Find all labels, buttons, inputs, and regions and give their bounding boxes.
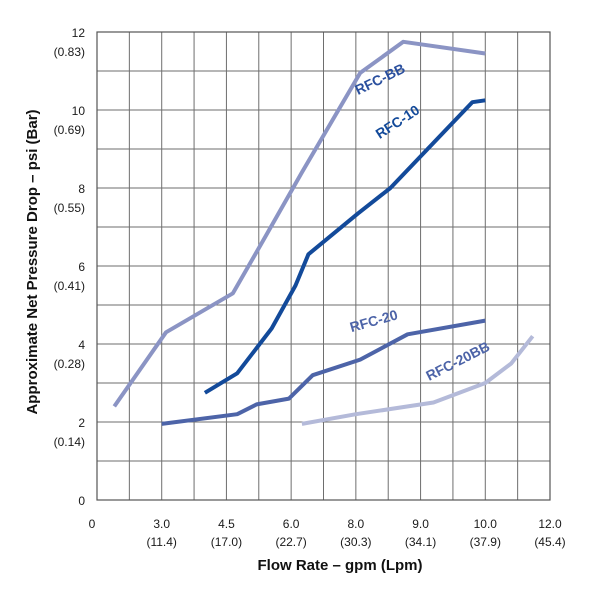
x-tick-label-5: 9.0 [412,517,429,531]
series-line-rfc-10 [203,98,486,395]
x-tick-label-3: 6.0 [283,517,300,531]
y-tick-label-5: 10 [72,104,86,118]
x-tick-sublabel-6: (37.9) [470,535,501,549]
x-tick-label-0: 0 [89,517,96,531]
y-tick-label-4: 8 [78,182,85,196]
y-tick-sublabel-4: (0.55) [54,201,85,215]
x-tick-label-1: 3.0 [153,517,170,531]
y-axis-title: Approximate Net Pressure Drop – psi (Bar… [24,109,41,414]
y-tick-label-2: 4 [78,338,85,352]
axis-ticks: 0 3.0 (11.4) 4.5 (17.0) 6.0 (22.7) 8.0 (30.3) 9.0… [54,26,566,549]
y-tick-sublabel-5: (0.69) [54,123,85,137]
x-tick-label-2: 4.5 [218,517,235,531]
y-tick-sublabel-3: (0.41) [54,279,85,293]
series-lines [112,39,535,426]
series-line-rfc-20bb [301,334,535,426]
series-line-rfc-bb [112,39,486,408]
x-tick-sublabel-5: (34.1) [405,535,436,549]
x-tick-label-6: 10.0 [474,517,498,531]
x-tick-sublabel-1: (11.4) [146,535,176,549]
y-tick-label-3: 6 [78,260,85,274]
series-label-rfc-bb: RFC-BB [352,60,407,98]
series-line-rfc-20 [161,318,486,426]
y-tick-sublabel-1: (0.14) [54,435,85,449]
x-tick-label-4: 8.0 [348,517,365,531]
x-tick-label-7: 12.0 [538,517,562,531]
x-tick-sublabel-3: (22.7) [275,535,306,549]
x-tick-sublabel-7: (45.4) [534,535,565,549]
y-tick-label-1: 2 [78,416,85,430]
series-label-rfc-10: RFC-10 [373,102,423,142]
series-label-rfc-20bb: RFC-20BB [423,338,492,384]
y-tick-label-6: 12 [72,26,86,40]
plot-frame [96,31,551,501]
x-tick-sublabel-4: (30.3) [340,535,371,549]
y-tick-sublabel-6: (0.83) [54,45,85,59]
y-tick-label-0: 0 [78,494,85,508]
y-tick-sublabel-2: (0.28) [54,357,85,371]
x-axis-title: Flow Rate – gpm (Lpm) [258,557,423,574]
x-tick-sublabel-2: (17.0) [211,535,242,549]
